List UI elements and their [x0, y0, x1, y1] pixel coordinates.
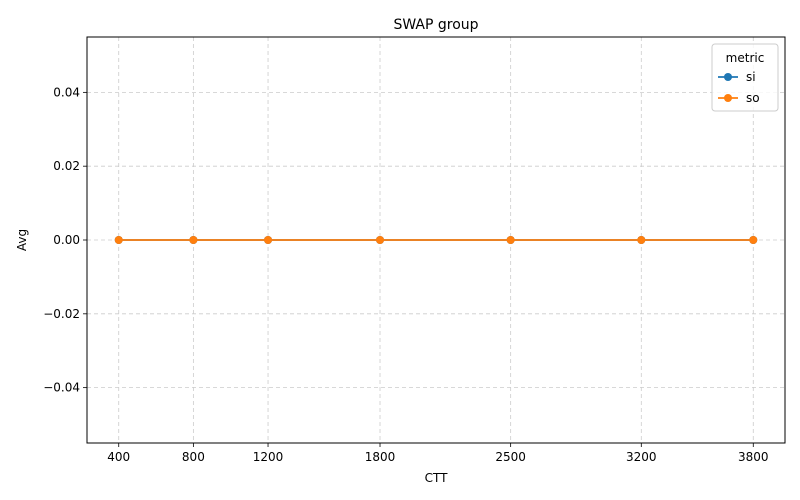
series-so [114, 236, 758, 244]
y-tick-label: 0.02 [53, 159, 80, 173]
x-tick-label: 2500 [495, 450, 526, 464]
data-point-so [376, 236, 385, 244]
y-tick-label: −0.04 [43, 381, 80, 395]
y-tick-label: −0.02 [43, 307, 80, 321]
legend-label-si: si [746, 70, 756, 84]
series [114, 236, 758, 244]
x-tick-label: 1800 [365, 450, 396, 464]
data-point-so [264, 236, 273, 244]
legend-label-so: so [746, 91, 760, 105]
legend-items: si so [718, 70, 760, 105]
y-axis-ticks: −0.04 −0.02 0.00 0.02 0.04 [43, 85, 87, 395]
legend-marker-si [724, 73, 732, 81]
data-point-so [189, 236, 198, 244]
legend-marker-so [724, 94, 732, 102]
data-point-so [506, 236, 515, 244]
x-tick-label: 3200 [626, 450, 657, 464]
legend-title: metric [726, 51, 765, 65]
chart-title: SWAP group [393, 17, 478, 33]
x-tick-label: 1200 [253, 450, 284, 464]
data-point-so [114, 236, 123, 244]
data-point-so [637, 236, 646, 244]
x-tick-label: 3800 [738, 450, 769, 464]
x-tick-label: 800 [182, 450, 205, 464]
x-axis-ticks: 400 800 1200 1800 2500 3200 3800 [107, 443, 769, 464]
y-axis-label: Avg [15, 229, 29, 251]
legend: metric si so [711, 43, 779, 112]
y-tick-label: 0.04 [53, 85, 80, 99]
x-axis-label: CTT [425, 471, 448, 485]
data-point-so [749, 236, 758, 244]
y-tick-label: 0.00 [53, 233, 80, 247]
x-tick-label: 400 [107, 450, 130, 464]
